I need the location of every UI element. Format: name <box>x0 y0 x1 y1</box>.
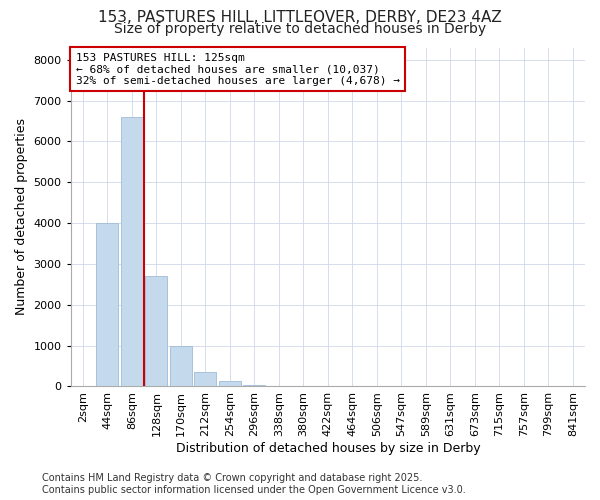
Y-axis label: Number of detached properties: Number of detached properties <box>15 118 28 316</box>
Bar <box>145 276 167 386</box>
Text: Contains HM Land Registry data © Crown copyright and database right 2025.
Contai: Contains HM Land Registry data © Crown c… <box>42 474 466 495</box>
Bar <box>170 346 192 387</box>
Bar <box>244 385 265 386</box>
Bar <box>97 223 118 386</box>
Bar <box>121 117 143 386</box>
Bar <box>219 381 241 386</box>
Bar <box>194 372 217 386</box>
X-axis label: Distribution of detached houses by size in Derby: Distribution of detached houses by size … <box>176 442 480 455</box>
Text: 153 PASTURES HILL: 125sqm
← 68% of detached houses are smaller (10,037)
32% of s: 153 PASTURES HILL: 125sqm ← 68% of detac… <box>76 52 400 86</box>
Text: Size of property relative to detached houses in Derby: Size of property relative to detached ho… <box>114 22 486 36</box>
Text: 153, PASTURES HILL, LITTLEOVER, DERBY, DE23 4AZ: 153, PASTURES HILL, LITTLEOVER, DERBY, D… <box>98 10 502 25</box>
